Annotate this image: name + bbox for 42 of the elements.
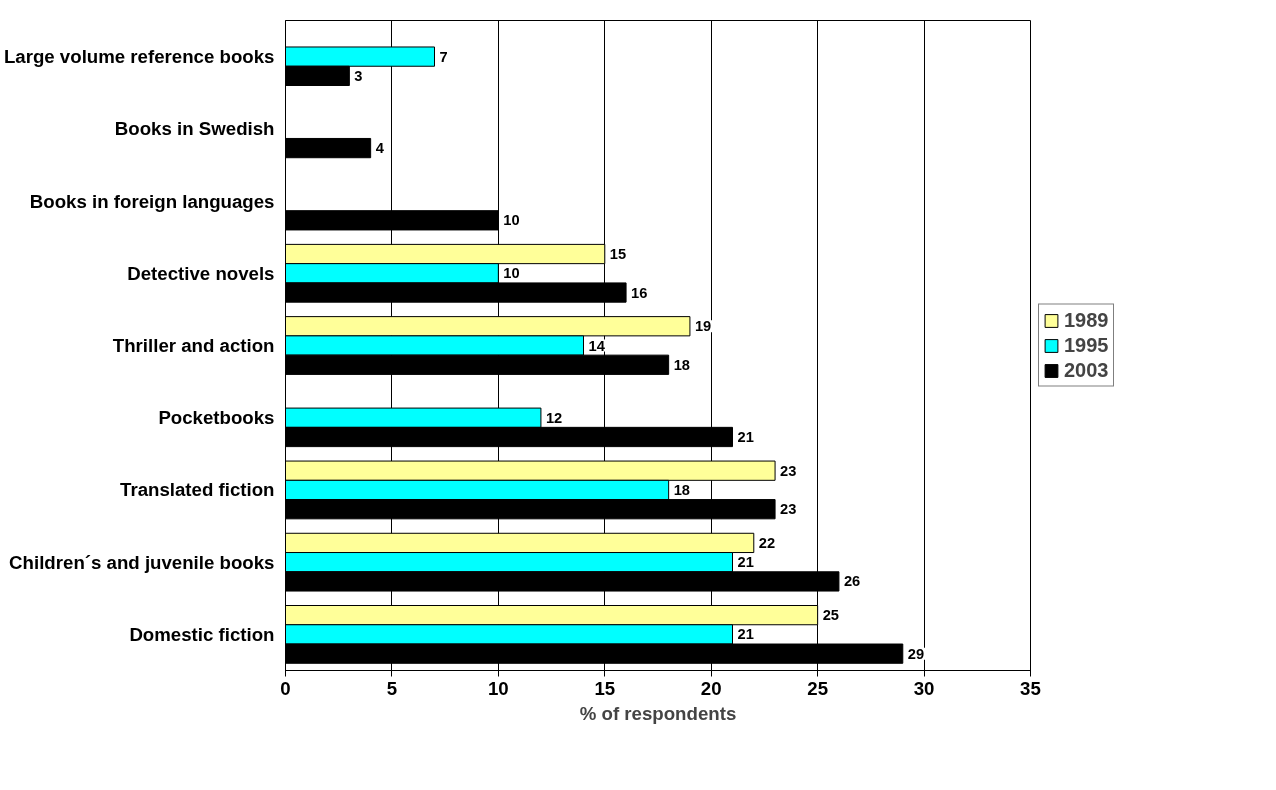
y-tick-label: Detective novels (127, 262, 275, 284)
data-label: 14 (588, 337, 606, 354)
y-tick-label: Translated fiction (120, 479, 275, 501)
data-label: 10 (503, 265, 520, 282)
data-label: 7 (439, 48, 448, 65)
data-label: 3 (354, 67, 363, 84)
data-label: 23 (780, 501, 797, 518)
x-tick-label: 0 (280, 677, 291, 699)
x-tick-label: 30 (913, 677, 935, 699)
data-label: 21 (737, 428, 754, 445)
data-label: 12 (545, 409, 563, 426)
data-label: 21 (737, 554, 754, 571)
y-tick-label: Children´s and juvenile books (9, 551, 275, 573)
data-label: 10 (503, 212, 520, 229)
data-label: 21 (737, 626, 754, 643)
data-label: 19 (694, 318, 712, 335)
data-label: 23 (780, 462, 797, 479)
legend-label: 2003 (1064, 358, 1109, 382)
x-axis-title: % of respondents (579, 702, 737, 724)
y-tick-label: Domestic fiction (129, 623, 275, 645)
data-label: 16 (631, 284, 648, 301)
y-tick-label: Thriller and action (112, 335, 275, 356)
y-tick-label: Pocketbooks (158, 407, 275, 429)
x-tick-label: 25 (807, 677, 829, 699)
y-tick-label: Large volume reference books (3, 46, 275, 68)
data-label: 22 (758, 534, 776, 551)
data-label: 15 (609, 246, 627, 263)
legend-label: 1995 (1064, 333, 1109, 357)
data-label: 18 (673, 356, 690, 373)
x-tick-label: 5 (386, 677, 398, 699)
data-label: 18 (673, 481, 690, 498)
data-label: 26 (843, 573, 861, 590)
data-label: 25 (822, 607, 839, 624)
x-tick-label: 20 (700, 677, 722, 699)
x-tick-label: 15 (594, 677, 616, 699)
x-tick-label: 10 (487, 677, 509, 699)
y-tick-label: Books in Swedish (114, 118, 275, 140)
x-tick-label: 35 (1020, 677, 1041, 699)
data-label: 4 (375, 140, 385, 157)
legend-label: 1989 (1064, 308, 1109, 332)
y-tick-label: Books in foreign languages (29, 190, 275, 212)
data-label: 29 (907, 645, 925, 662)
